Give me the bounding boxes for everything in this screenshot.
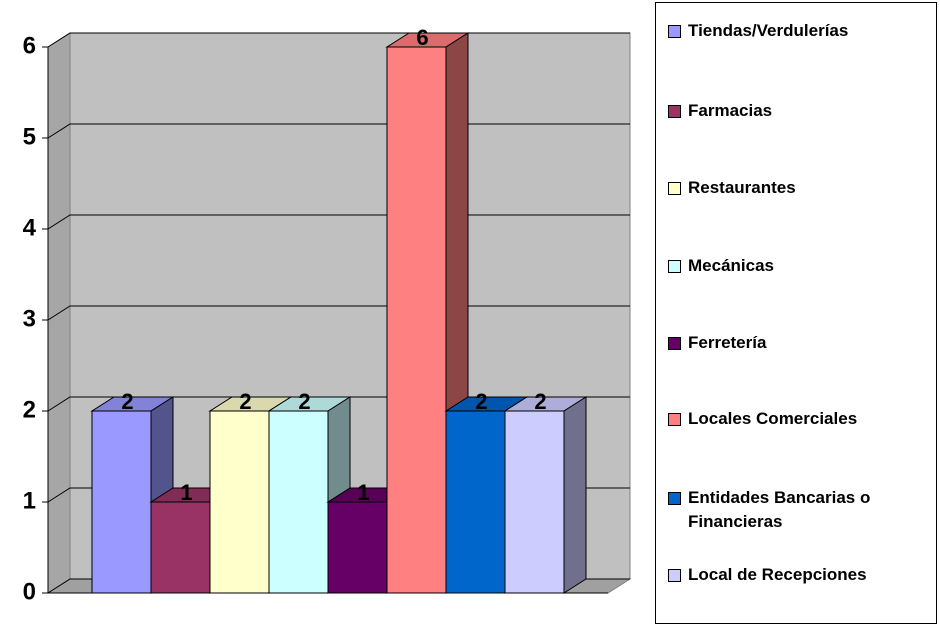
y-tick-label: 0	[23, 578, 36, 605]
bar	[268, 410, 329, 594]
bar-side	[563, 396, 587, 594]
legend-label: Ferretería	[688, 333, 767, 352]
legend-swatch	[668, 182, 681, 195]
legend-swatch	[668, 260, 681, 273]
y-tick-label: 3	[23, 305, 36, 332]
bar-top-shade	[269, 397, 350, 411]
legend-swatch	[668, 569, 681, 582]
y-tick-label: 2	[23, 396, 36, 423]
legend-item: Restaurantes	[668, 176, 933, 200]
bar	[327, 501, 388, 594]
legend-item: Tiendas/Verdulerías	[668, 19, 933, 43]
legend-swatch	[668, 413, 681, 426]
y-tick-label: 6	[23, 32, 36, 59]
value-label: 2	[239, 389, 251, 414]
legend-label: Restaurantes	[688, 178, 796, 197]
value-label: 1	[180, 480, 192, 505]
bar	[150, 501, 211, 594]
bar-top-shade	[505, 397, 586, 411]
bar-top-shade	[92, 397, 173, 411]
value-label: 1	[357, 480, 369, 505]
legend-label: Tiendas/Verdulerías	[688, 21, 849, 40]
legend: Tiendas/Verdulerías Farmacias Restaurantes…	[655, 2, 937, 624]
value-label: 2	[534, 389, 546, 414]
legend-label: Local de Recepciones	[688, 565, 867, 584]
legend-item: Entidades Bancarias o Financieras	[668, 486, 933, 534]
legend-label: Farmacias	[688, 101, 773, 120]
value-label: 2	[475, 389, 487, 414]
bar	[209, 410, 270, 594]
value-label: 2	[298, 389, 310, 414]
y-tick-label: 4	[23, 214, 37, 241]
bar-top-shade	[446, 397, 527, 411]
bar	[386, 46, 447, 594]
bar-side-shade	[564, 397, 586, 593]
legend-item: Farmacias	[668, 99, 933, 123]
legend-label: Locales Comerciales	[688, 409, 858, 428]
bar	[445, 410, 506, 594]
chart: 0 1 2 3 4 5 6 2 1 2 2 1 6 2 2	[23, 25, 632, 605]
legend-item: Mecánicas	[668, 254, 933, 278]
legend-label: Entidades Bancarias o Financieras	[688, 488, 871, 531]
value-label: 6	[416, 25, 428, 50]
legend-item: Local de Recepciones	[668, 563, 933, 587]
legend-swatch	[668, 337, 681, 350]
y-tick-label: 1	[23, 487, 36, 514]
legend-item: Ferretería	[668, 331, 933, 355]
y-tick-label: 5	[23, 123, 36, 150]
legend-item: Locales Comerciales	[668, 407, 933, 431]
bar-top-shade	[387, 33, 468, 47]
legend-swatch	[668, 105, 681, 118]
value-label: 2	[121, 389, 133, 414]
bar-top-shade	[210, 397, 291, 411]
bar	[504, 410, 565, 594]
legend-label: Mecánicas	[688, 256, 774, 275]
legend-swatch	[668, 492, 681, 505]
bar	[91, 410, 152, 594]
legend-swatch	[668, 25, 681, 38]
